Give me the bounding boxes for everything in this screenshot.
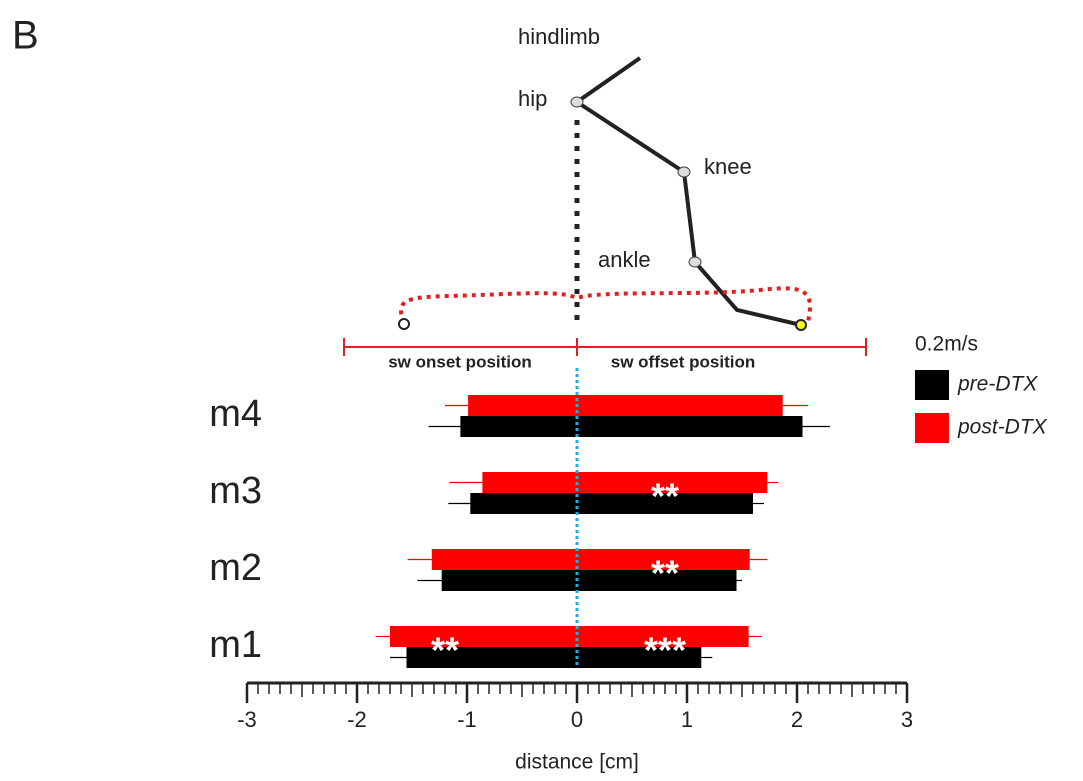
x-tick-label: 3 bbox=[901, 707, 913, 732]
bar bbox=[432, 549, 577, 570]
significance: ** bbox=[651, 476, 679, 517]
figure: B hindlimb hip knee ankle sw onset posit… bbox=[0, 0, 1083, 781]
bar bbox=[482, 472, 577, 493]
category-label: m1 bbox=[209, 624, 262, 666]
x-tick-label: -1 bbox=[457, 707, 477, 732]
bar bbox=[577, 395, 783, 416]
significance: ** bbox=[651, 553, 679, 594]
x-axis-title: distance [cm] bbox=[515, 751, 639, 774]
significance: ** bbox=[431, 630, 459, 671]
bar bbox=[442, 570, 577, 591]
x-tick-label: -3 bbox=[237, 707, 257, 732]
bar bbox=[390, 626, 577, 647]
legend-swatch bbox=[915, 413, 949, 443]
x-tick-label: 0 bbox=[571, 707, 583, 732]
x-tick-label: 2 bbox=[791, 707, 803, 732]
joint-label: hip bbox=[518, 86, 547, 111]
joint bbox=[571, 97, 583, 107]
category-label: m4 bbox=[209, 393, 262, 435]
offset-point bbox=[796, 320, 806, 330]
x-tick-label: 1 bbox=[681, 707, 693, 732]
diagram-title: hindlimb bbox=[518, 24, 600, 49]
bar bbox=[468, 395, 577, 416]
onset-label: sw onset position bbox=[388, 352, 532, 371]
legend-label: post-DTX bbox=[957, 416, 1048, 439]
legend-label: pre-DTX bbox=[957, 373, 1038, 396]
joint-label: ankle bbox=[598, 247, 651, 272]
onset-point bbox=[399, 319, 409, 329]
legend-title: 0.2m/s bbox=[915, 333, 978, 356]
limb bbox=[577, 58, 801, 325]
offset-label: sw offset position bbox=[611, 352, 756, 371]
joint bbox=[678, 167, 690, 177]
x-tick-label: -2 bbox=[347, 707, 367, 732]
bar bbox=[577, 416, 803, 437]
hindlimb-diagram: hindlimb hip knee ankle sw onset positio… bbox=[344, 24, 866, 372]
joint bbox=[689, 257, 701, 267]
significance: *** bbox=[644, 630, 686, 671]
bar bbox=[460, 416, 577, 437]
category-label: m2 bbox=[209, 547, 262, 589]
joint-label: knee bbox=[704, 154, 752, 179]
category-label: m3 bbox=[209, 470, 262, 512]
legend-swatch bbox=[915, 370, 949, 400]
bar bbox=[470, 493, 577, 514]
panel-label: B bbox=[12, 14, 39, 58]
swing-trajectory bbox=[401, 288, 810, 323]
